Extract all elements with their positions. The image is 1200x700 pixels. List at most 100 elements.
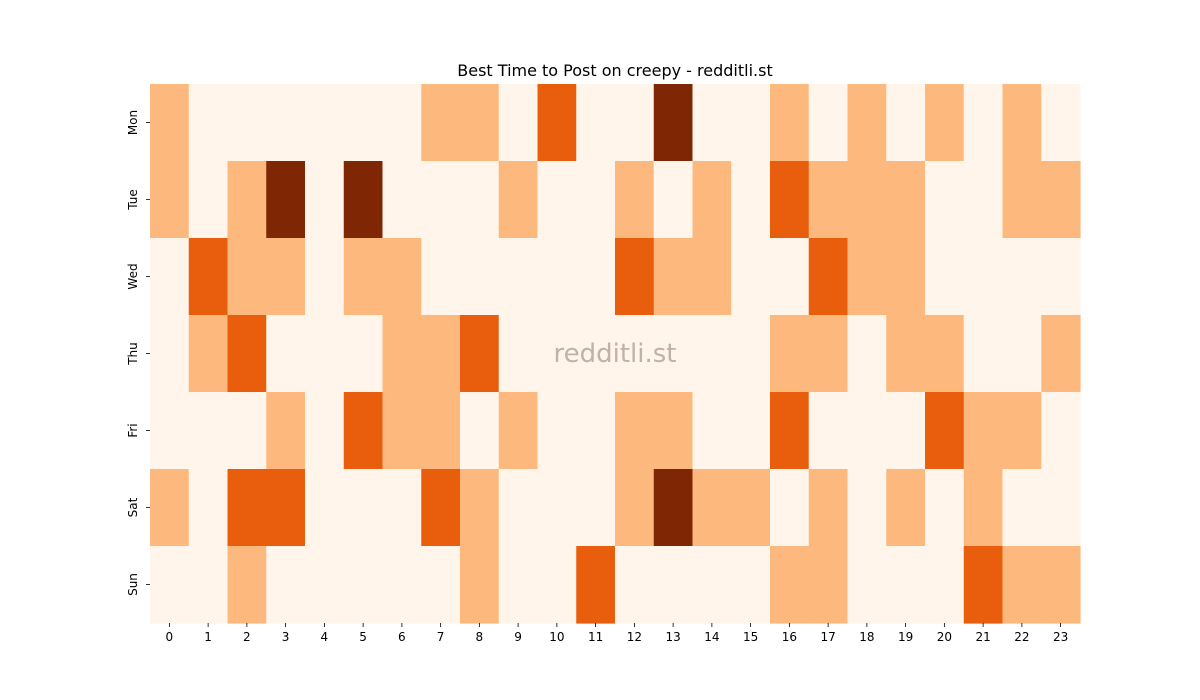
heatmap-cell-wed-13: [653, 238, 694, 316]
heatmap-cell-thu-5: [343, 315, 384, 393]
x-tick-label-2: 2: [243, 630, 251, 644]
heatmap-cell-wed-17: [808, 238, 849, 316]
heatmap-cell-sun-10: [537, 546, 577, 624]
heatmap-cell-sun-6: [382, 546, 422, 624]
x-tick-label-22: 22: [1014, 630, 1029, 644]
x-tick-label-13: 13: [665, 630, 680, 644]
heatmap-cell-sun-17: [808, 546, 849, 624]
heatmap-cell-wed-3: [266, 238, 306, 316]
watermark: redditli.st: [554, 339, 677, 369]
heatmap-cell-wed-18: [847, 238, 887, 316]
x-tick-label-3: 3: [282, 630, 290, 644]
x-tick-label-6: 6: [398, 630, 406, 644]
heatmap-cell-sat-0: [150, 469, 190, 547]
heatmap-cell-tue-13: [653, 161, 694, 239]
x-tick-label-19: 19: [898, 630, 913, 644]
heatmap-cell-sat-4: [305, 469, 345, 547]
heatmap-cell-thu-9: [498, 315, 539, 393]
y-tick-label-sat: Sat: [126, 497, 140, 517]
heatmap-cell-mon-7: [421, 84, 461, 162]
heatmap-cell-wed-21: [963, 238, 1004, 316]
heatmap-cell-tue-3: [266, 161, 306, 239]
heatmap-cell-sun-12: [615, 546, 655, 624]
heatmap-cell-sat-17: [808, 469, 849, 547]
heatmap-cell-fri-6: [382, 392, 422, 470]
heatmap-cell-fri-20: [925, 392, 965, 470]
y-tick-label-mon: Mon: [126, 110, 140, 135]
heatmap-cell-fri-1: [188, 392, 229, 470]
heatmap-cell-tue-12: [615, 161, 655, 239]
heatmap-cell-fri-4: [305, 392, 345, 470]
heatmap-cell-wed-6: [382, 238, 422, 316]
heatmap-cell-thu-2: [227, 315, 267, 393]
heatmap-cell-fri-19: [886, 392, 926, 470]
x-tick-label-18: 18: [859, 630, 874, 644]
x-tick-label-23: 23: [1053, 630, 1068, 644]
heatmap-cell-thu-0: [150, 315, 190, 393]
heatmap-cell-sun-0: [150, 546, 190, 624]
heatmap-cell-sat-14: [692, 469, 732, 547]
heatmap-cell-sun-7: [421, 546, 461, 624]
heatmap-cell-fri-9: [498, 392, 539, 470]
y-tick-label-tue: Tue: [126, 189, 140, 211]
heatmap-cell-thu-13: [653, 315, 694, 393]
heatmap-cell-tue-7: [421, 161, 461, 239]
heatmap-cell-thu-3: [266, 315, 306, 393]
x-tick-label-0: 0: [166, 630, 174, 644]
heatmap-cell-wed-11: [576, 238, 616, 316]
heatmap-cell-sun-4: [305, 546, 345, 624]
heatmap-cell-thu-18: [847, 315, 887, 393]
x-tick-label-9: 9: [514, 630, 522, 644]
heatmap-cell-sun-22: [1002, 546, 1042, 624]
heatmap-cell-tue-5: [343, 161, 384, 239]
y-axis: Mon Tue Wed Thu Fri Sat Sun: [126, 110, 150, 596]
heatmap-cell-mon-0: [150, 84, 190, 162]
heatmap-cell-wed-2: [227, 238, 267, 316]
heatmap-cell-mon-22: [1002, 84, 1042, 162]
heatmap-cell-wed-7: [421, 238, 461, 316]
heatmap-cell-tue-19: [886, 161, 926, 239]
heatmap-cell-fri-0: [150, 392, 190, 470]
heatmap-cell-wed-5: [343, 238, 384, 316]
heatmap-cell-fri-5: [343, 392, 384, 470]
heatmap-cell-tue-21: [963, 161, 1004, 239]
heatmap-cell-thu-12: [615, 315, 655, 393]
heatmap-cell-sat-13: [653, 469, 694, 547]
heatmap-cell-sat-15: [731, 469, 771, 547]
heatmap-cell-mon-8: [460, 84, 500, 162]
heatmap-cell-sun-18: [847, 546, 887, 624]
heatmap-cell-mon-21: [963, 84, 1004, 162]
heatmap-cell-tue-18: [847, 161, 887, 239]
heatmap-cell-thu-7: [421, 315, 461, 393]
heatmap-cell-tue-23: [1041, 161, 1081, 239]
heatmap-cell-fri-2: [227, 392, 267, 470]
heatmap-cell-sat-19: [886, 469, 926, 547]
heatmap-cell-wed-15: [731, 238, 771, 316]
heatmap-cell-fri-10: [537, 392, 577, 470]
heatmap-cell-tue-22: [1002, 161, 1042, 239]
heatmap-cell-sun-23: [1041, 546, 1081, 624]
heatmap-cell-tue-2: [227, 161, 267, 239]
heatmap-cell-wed-20: [925, 238, 965, 316]
heatmap-cell-mon-13: [653, 84, 694, 162]
heatmap-cell-mon-3: [266, 84, 306, 162]
heatmap-cell-sun-2: [227, 546, 267, 624]
x-tick-label-12: 12: [627, 630, 642, 644]
x-tick-label-15: 15: [743, 630, 758, 644]
heatmap-cell-wed-16: [770, 238, 810, 316]
heatmap-cell-sat-7: [421, 469, 461, 547]
heatmap-cell-sun-19: [886, 546, 926, 624]
heatmap-cell-tue-0: [150, 161, 190, 239]
heatmap-cell-sat-5: [343, 469, 384, 547]
heatmap-cell-fri-14: [692, 392, 732, 470]
chart-title: Best Time to Post on creepy - redditli.s…: [457, 61, 772, 80]
heatmap-cell-sat-3: [266, 469, 306, 547]
heatmap-cell-mon-14: [692, 84, 732, 162]
heatmap-cell-thu-4: [305, 315, 345, 393]
heatmap-cell-sat-21: [963, 469, 1004, 547]
heatmap-cell-sat-20: [925, 469, 965, 547]
heatmap-cell-thu-22: [1002, 315, 1042, 393]
heatmap-cell-sun-5: [343, 546, 384, 624]
heatmap-cell-wed-10: [537, 238, 577, 316]
